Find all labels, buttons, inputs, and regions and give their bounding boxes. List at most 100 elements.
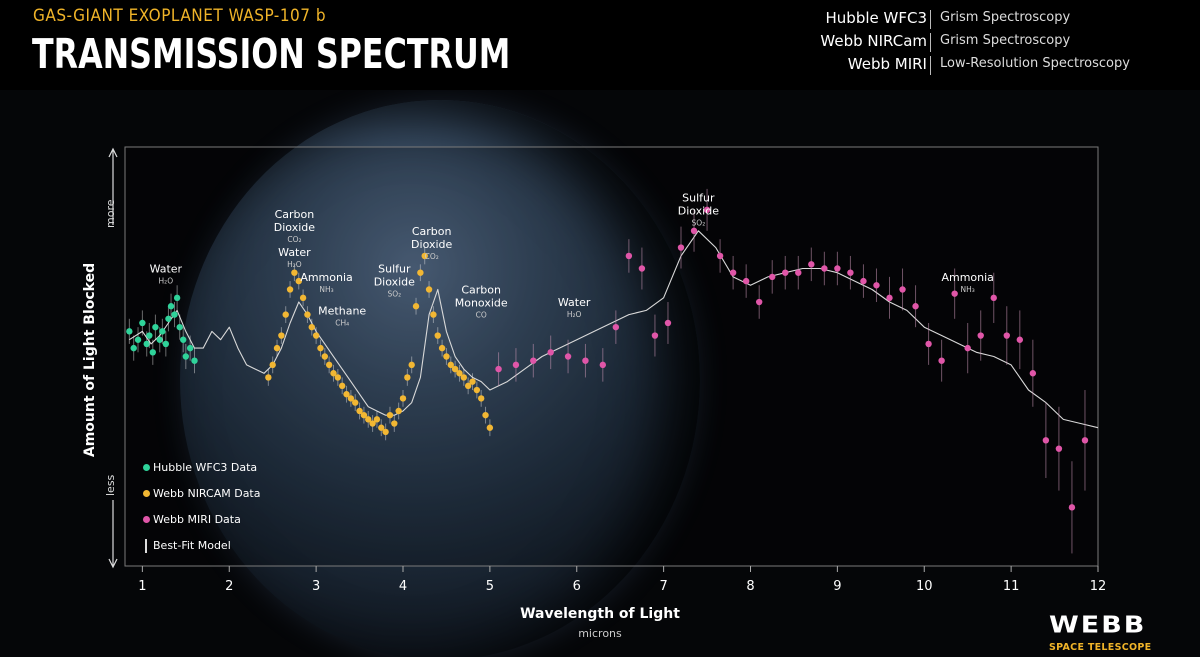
legend-label: Webb NIRCAM Data (153, 487, 261, 500)
miri-data-point (625, 252, 633, 260)
nircam-data-point (486, 424, 494, 431)
nircam-data-point (317, 344, 324, 352)
molecule-formula: H₂O (287, 260, 302, 269)
nircam-data-point (473, 386, 481, 394)
miri-data-point (912, 303, 919, 310)
nircam-data-point (386, 411, 394, 419)
hubble-data-point (143, 340, 150, 348)
nircam-data-point (391, 420, 398, 427)
y-axis-label: Amount of Light Blocked (82, 262, 98, 458)
miri-data-point (512, 361, 520, 369)
nircam-data-point (365, 416, 372, 423)
x-axis-ticks: 1 2 3 4 5 6 7 8 9 10 11 12 (138, 566, 1106, 594)
molecule-name: Sulfur (378, 263, 411, 276)
miri-data-point (886, 294, 893, 302)
miri-data-point (782, 269, 789, 276)
molecule-formula: H₂O (159, 277, 174, 286)
molecule-name: Dioxide (678, 204, 719, 217)
x-tick-label: 11 (1003, 579, 1020, 594)
hubble-data-point (146, 332, 153, 339)
hubble-data-point (176, 323, 183, 331)
legend-label: Hubble WFC3 Data (153, 461, 258, 474)
nircam-data-point (291, 269, 298, 276)
hubble-data-point (173, 294, 181, 302)
hubble-data-point (167, 303, 175, 310)
hubble-data-point (180, 336, 187, 343)
miri-data-point (755, 298, 763, 306)
miri-data-point (495, 365, 502, 373)
x-tick-label: 7 (659, 579, 667, 594)
nircam-data-point (469, 378, 476, 385)
x-tick-label: 9 (833, 579, 841, 594)
x-axis-unit: microns (578, 627, 622, 640)
instrument-name: Hubble WFC3 (825, 9, 927, 27)
hubble-data-point (152, 323, 159, 331)
nircam-data-point (299, 294, 307, 302)
nircam-data-point (434, 332, 441, 339)
miri-data-point (834, 265, 841, 272)
legend-label: Webb MIRI Data (153, 513, 241, 526)
miri-data-point (742, 277, 750, 285)
nircam-data-point (447, 361, 454, 369)
miri-data-point (1042, 437, 1050, 444)
nircam-data-point (464, 382, 472, 390)
miri-data-point (873, 282, 880, 289)
nircam-data-point (477, 395, 485, 402)
miri-data-point (530, 357, 537, 364)
nircam-data-point (325, 361, 333, 369)
miri-data-point (925, 340, 932, 348)
y-axis-label-wrap: Amount of Light Blocked (78, 145, 102, 575)
x-tick-label: 2 (225, 579, 233, 594)
miri-data-point (599, 361, 607, 369)
nircam-data-point (460, 374, 468, 381)
molecule-name: Dioxide (411, 238, 452, 251)
legend-line (145, 539, 147, 553)
miri-data-point (964, 344, 971, 352)
instrument-row: Webb NIRCam Grism Spectroscopy (760, 32, 1180, 52)
hubble-data-point (130, 344, 137, 352)
nircam-data-point (304, 311, 311, 318)
miri-data-point (1081, 437, 1089, 444)
nircam-data-point (408, 361, 415, 369)
instrument-row: Webb MIRI Low-Resolution Spectroscopy (760, 55, 1180, 75)
molecule-name: Water (558, 296, 591, 309)
hubble-data-point (139, 319, 146, 327)
miri-data-point (677, 244, 685, 251)
hubble-data-point (186, 344, 194, 352)
nircam-data-point (321, 353, 329, 360)
miri-data-point (564, 353, 572, 360)
miri-data-point (1003, 332, 1010, 339)
molecule-formula: CO₂ (287, 235, 301, 244)
instrument-method: Grism Spectroscopy (940, 33, 1071, 48)
data-points (126, 188, 1089, 554)
nircam-data-point (360, 411, 368, 419)
molecule-name: Dioxide (374, 276, 415, 289)
miri-data-point (716, 252, 724, 260)
nircam-data-point (347, 395, 355, 402)
nircam-data-point (343, 391, 350, 398)
chart-title: TRANSMISSION SPECTRUM (32, 30, 511, 78)
y-more-label: more (104, 199, 117, 229)
legend-dot (143, 464, 150, 471)
molecule-name: Sulfur (682, 191, 715, 204)
molecule-formula: SO₂ (387, 290, 401, 299)
instrument-divider (930, 33, 931, 52)
nircam-data-point (286, 286, 294, 293)
x-tick-label: 1 (138, 579, 146, 594)
hubble-data-point (171, 311, 178, 318)
header: GAS-GIANT EXOPLANET WASP-107 b TRANSMISS… (0, 0, 1200, 90)
webb-logo: WEBB (1049, 612, 1147, 639)
nircam-data-point (382, 428, 389, 436)
y-arrow-down-head (108, 558, 118, 569)
miri-data-point (795, 269, 802, 276)
